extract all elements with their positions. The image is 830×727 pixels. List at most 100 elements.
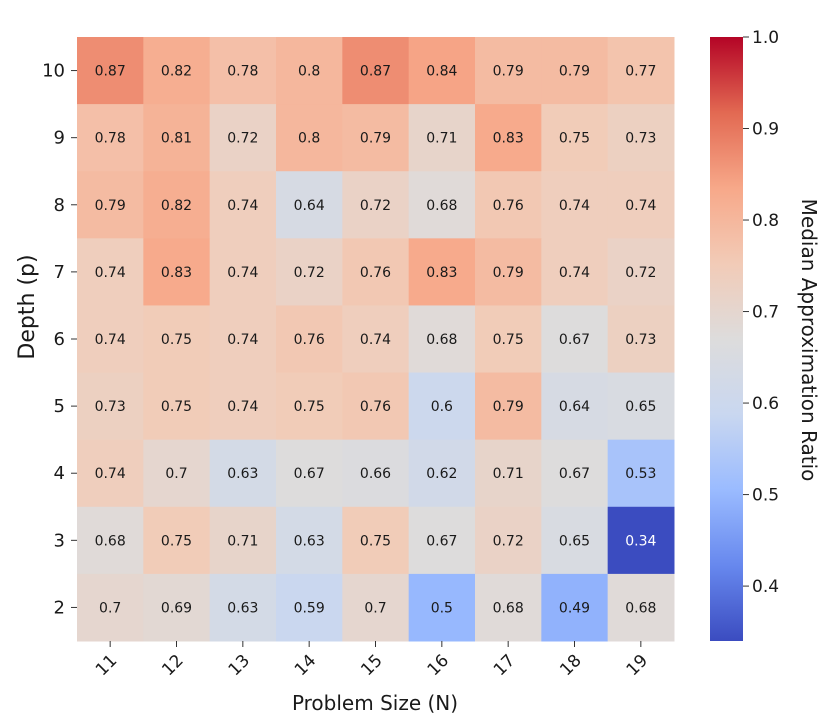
heatmap-cell-label: 0.75: [161, 332, 192, 348]
heatmap-cell: [408, 104, 476, 172]
heatmap-cell-label: 0.69: [161, 600, 192, 616]
heatmap-cell-label: 0.62: [426, 466, 457, 482]
heatmap-cell-label: 0.67: [426, 533, 457, 549]
heatmap-cell-label: 0.7: [165, 466, 187, 482]
x-axis-label: Problem Size (N): [292, 691, 458, 715]
heatmap-cell: [475, 305, 542, 374]
heatmap-cell: [541, 104, 609, 172]
heatmap-cell-label: 0.71: [493, 466, 524, 482]
heatmap-cell-label: 0.66: [360, 466, 391, 482]
heatmap-cell: [475, 104, 542, 172]
heatmap-cell: [276, 104, 343, 172]
heatmap-cell: [342, 573, 410, 642]
heatmap-cell: [408, 37, 476, 105]
heatmap-cell: [408, 506, 476, 575]
y-tick-label: 2: [54, 597, 65, 618]
heatmap-cell-label: 0.78: [95, 131, 126, 147]
heatmap-cell: [475, 238, 542, 306]
heatmap-cell-label: 0.76: [360, 399, 391, 415]
heatmap-cell-label: 0.5: [431, 600, 453, 616]
heatmap-cells: [77, 37, 675, 642]
heatmap-cell: [408, 573, 476, 642]
heatmap-cell: [408, 372, 476, 441]
heatmap-cell-label: 0.68: [426, 332, 457, 348]
heatmap-cell-label: 0.71: [426, 131, 457, 147]
heatmap-cell-label: 0.74: [625, 198, 656, 214]
heatmap-cell: [342, 171, 410, 239]
heatmap-cell-label: 0.71: [227, 533, 258, 549]
y-tick-label: 3: [54, 530, 65, 551]
heatmap-cell-label: 0.73: [95, 399, 126, 415]
heatmap-cell: [541, 171, 609, 239]
heatmap-cell: [276, 37, 343, 105]
heatmap-cell: [408, 238, 476, 306]
heatmap-cell: [143, 104, 211, 172]
x-tick-label: 11: [92, 651, 121, 680]
heatmap-cell-label: 0.7: [99, 600, 121, 616]
heatmap-cell-label: 0.76: [493, 198, 524, 214]
heatmap-cell: [143, 573, 211, 642]
heatmap-cell-label: 0.72: [360, 198, 391, 214]
heatmap-cell: [541, 573, 609, 642]
y-tick-label: 9: [54, 128, 65, 149]
y-tick-label: 6: [54, 329, 65, 350]
heatmap-cell: [607, 372, 675, 441]
heatmap-cell-label: 0.34: [625, 533, 656, 549]
heatmap-cell: [276, 372, 343, 441]
y-tick-label: 5: [54, 396, 65, 417]
heatmap-cell-label: 0.63: [227, 600, 258, 616]
heatmap-cell-label: 0.76: [294, 332, 325, 348]
heatmap-cell-label: 0.75: [294, 399, 325, 415]
heatmap-cell-label: 0.72: [493, 533, 524, 549]
heatmap-cell: [276, 506, 343, 575]
heatmap-cell: [77, 372, 144, 441]
heatmap-cell-label: 0.81: [161, 131, 192, 147]
heatmap-cell-label: 0.75: [360, 533, 391, 549]
x-tick-label: 19: [623, 651, 652, 680]
heatmap-cell: [475, 37, 542, 105]
heatmap-cell-label: 0.49: [559, 600, 590, 616]
colorbar: [710, 37, 743, 641]
heatmap-cell: [209, 104, 277, 172]
heatmap-cell-label: 0.79: [493, 265, 524, 281]
heatmap-cell-label: 0.79: [493, 399, 524, 415]
heatmap-cell-label: 0.53: [625, 466, 656, 482]
heatmap-cell-label: 0.73: [625, 332, 656, 348]
colorbar-tick-label: 0.4: [752, 577, 779, 597]
heatmap-cell: [209, 171, 277, 239]
heatmap-cell-label: 0.68: [426, 198, 457, 214]
heatmap-cell-label: 0.84: [426, 64, 457, 80]
heatmap-cell-label: 0.63: [227, 466, 258, 482]
heatmap-cell: [276, 238, 343, 306]
x-tick-label: 15: [357, 651, 386, 680]
heatmap-cell: [77, 37, 144, 105]
heatmap-cell: [276, 305, 343, 374]
heatmap-cell: [209, 439, 277, 508]
heatmap-cell-label: 0.83: [493, 131, 524, 147]
colorbar-label: Median Approximation Ratio: [797, 199, 821, 482]
heatmap-cell: [209, 372, 277, 441]
heatmap-cell-label: 0.59: [294, 600, 325, 616]
heatmap-cell-labels: 0.87 0.82 0.78 0.8 0.87 0.84 0.79 0.79 0.77 0.78 0…: [95, 64, 657, 617]
heatmap-cell-label: 0.83: [426, 265, 457, 281]
heatmap-cell-label: 0.72: [625, 265, 656, 281]
heatmap-cell: [408, 439, 476, 508]
x-tick-label: 17: [490, 651, 519, 680]
heatmap-cell-label: 0.82: [161, 198, 192, 214]
heatmap-cell-label: 0.75: [559, 131, 590, 147]
heatmap-cell: [77, 305, 144, 374]
y-tick-label: 10: [42, 61, 65, 82]
x-tick-label: 14: [291, 651, 320, 680]
heatmap-cell: [342, 372, 410, 441]
heatmap-cell-label: 0.76: [360, 265, 391, 281]
heatmap-cell: [607, 439, 675, 508]
heatmap-cell: [209, 238, 277, 306]
heatmap-cell-label: 0.7: [364, 600, 386, 616]
heatmap-cell: [607, 104, 675, 172]
heatmap-cell: [342, 238, 410, 306]
heatmap-cell-label: 0.8: [298, 131, 320, 147]
heatmap-cell-label: 0.63: [294, 533, 325, 549]
heatmap-cell-label: 0.79: [360, 131, 391, 147]
heatmap-cell: [475, 506, 542, 575]
